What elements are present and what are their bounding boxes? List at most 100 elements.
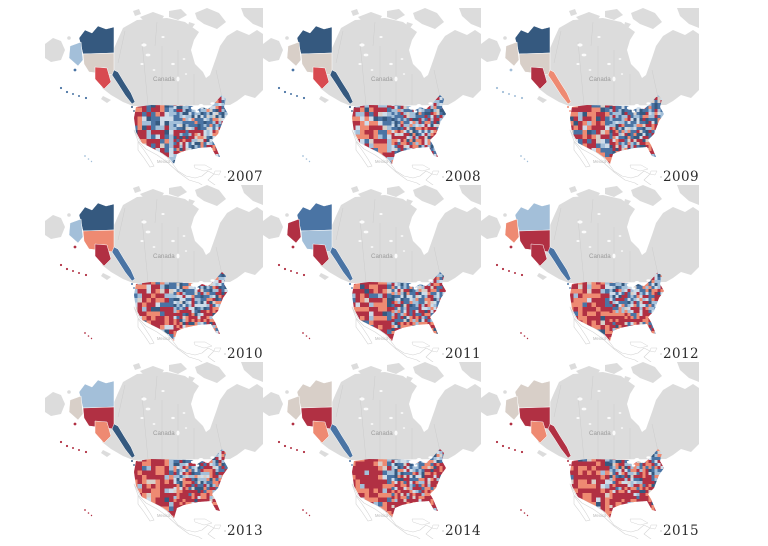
caribbean-islands — [411, 518, 445, 533]
great-lakes — [626, 102, 651, 113]
alaska-panhandle — [329, 246, 354, 282]
arctic-island — [624, 22, 631, 28]
map-tile-2013: Canada Mexico 2013 — [45, 362, 263, 539]
map-tile-2015: Canada Mexico 2015 — [481, 362, 699, 539]
alaska-south-region — [530, 243, 548, 267]
canada-landmass — [320, 18, 481, 106]
map-tile-2009: Canada Mexico 2009 — [481, 8, 699, 185]
greenland — [459, 8, 481, 28]
arctic-island — [631, 185, 662, 206]
alaska-south-region — [530, 420, 548, 444]
arctic-island — [406, 376, 413, 382]
arctic-island — [195, 362, 226, 383]
arctic-island — [382, 24, 391, 30]
arctic-island — [164, 24, 173, 30]
newfoundland — [685, 74, 695, 84]
baja-california — [137, 141, 155, 168]
arctic-island — [164, 201, 173, 207]
canada-lakes — [140, 213, 188, 259]
mexico-label: Mexico — [593, 513, 607, 518]
arctic-island — [624, 199, 631, 205]
russia-landmass — [263, 38, 283, 62]
arctic-island — [600, 201, 609, 207]
arctic-island — [169, 9, 187, 20]
north-america-choropleth-map: Canada Mexico — [45, 8, 263, 185]
greenland — [677, 185, 699, 205]
alaska-west-region — [68, 395, 84, 421]
arctic-island — [195, 8, 226, 29]
russia-landmass — [263, 215, 283, 239]
base-landmass — [45, 362, 263, 460]
aleutian-islands — [277, 68, 306, 100]
north-america-choropleth-map: Canada Mexico — [45, 185, 263, 362]
arctic-island — [188, 199, 195, 205]
north-america-choropleth-map: Canada Mexico — [481, 362, 699, 539]
alaska-west-region — [68, 218, 84, 244]
mexico-label: Mexico — [593, 159, 607, 164]
province-borders — [117, 375, 224, 460]
caribbean-islands — [193, 341, 227, 356]
arctic-island — [605, 9, 623, 20]
caribbean-islands — [629, 164, 663, 179]
year-label: 2012 — [663, 345, 699, 362]
russia-landmass — [45, 215, 65, 239]
alaska-coast-dots — [131, 283, 135, 289]
great-lakes — [626, 456, 651, 467]
aleutian-islands — [495, 245, 524, 277]
canada-landmass — [320, 372, 481, 460]
greenland — [459, 362, 481, 382]
canada-lakes — [576, 36, 624, 82]
arctic-island — [188, 22, 195, 28]
map-tile-2012: Canada Mexico 2012 — [481, 185, 699, 362]
baja-california — [573, 141, 591, 168]
arctic-island — [387, 363, 405, 374]
alaska-panhandle — [547, 69, 572, 105]
mexico-label: Mexico — [157, 513, 171, 518]
alaska-panhandle — [111, 69, 136, 105]
russia-island — [285, 36, 289, 40]
hawaii-islands — [302, 332, 311, 340]
arctic-island — [351, 186, 359, 193]
baja-california — [573, 318, 591, 345]
arctic-island — [624, 376, 631, 382]
year-label: 2008 — [445, 168, 481, 185]
alaska-north-region — [296, 379, 333, 409]
arctic-island — [133, 9, 141, 16]
arctic-island — [133, 186, 141, 193]
alaska-south-region — [312, 66, 330, 90]
canada-landmass — [102, 195, 263, 283]
arctic-island — [413, 8, 444, 29]
province-borders — [553, 375, 660, 460]
arctic-island — [605, 363, 623, 374]
alaska-inset — [277, 202, 354, 289]
baja-california — [355, 495, 373, 522]
caribbean-islands — [193, 518, 227, 533]
arctic-island — [382, 378, 391, 384]
arctic-island — [358, 12, 382, 24]
russia-island — [67, 390, 71, 394]
canada-landmass — [320, 195, 481, 283]
alaska-panhandle — [547, 246, 572, 282]
arctic-island — [576, 12, 600, 24]
north-america-choropleth-map: Canada Mexico — [263, 362, 481, 539]
canada-lakes — [358, 213, 406, 259]
alaska-west-region — [286, 41, 302, 67]
vancouver-island — [537, 273, 547, 280]
baja-california — [355, 141, 373, 168]
aleutian-islands — [59, 68, 88, 100]
alaska-panhandle — [111, 423, 136, 459]
vancouver-island — [101, 273, 111, 280]
canada-lakes — [576, 390, 624, 436]
great-lakes — [190, 456, 215, 467]
russia-island — [285, 390, 289, 394]
canada-landmass — [538, 195, 699, 283]
year-label: 2007 — [227, 168, 263, 185]
arctic-island — [600, 24, 609, 30]
arctic-island — [351, 363, 359, 370]
newfoundland — [249, 74, 259, 84]
map-tile-2011: Canada Mexico 2011 — [263, 185, 481, 362]
alaska-north-region — [514, 202, 551, 232]
alaska-inset — [495, 25, 572, 112]
base-landmass — [481, 185, 699, 283]
aleutian-islands — [59, 245, 88, 277]
